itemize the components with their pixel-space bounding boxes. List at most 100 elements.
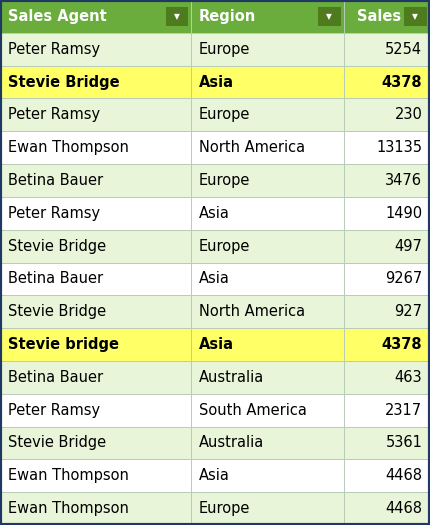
Text: 9267: 9267 bbox=[385, 271, 422, 287]
Bar bbox=[0, 394, 191, 426]
Bar bbox=[191, 394, 344, 426]
Bar bbox=[344, 0, 430, 33]
Bar bbox=[0, 99, 191, 131]
Bar bbox=[344, 328, 430, 361]
Bar bbox=[0, 66, 191, 99]
Bar bbox=[191, 328, 344, 361]
Text: 4468: 4468 bbox=[385, 501, 422, 516]
Bar bbox=[166, 7, 188, 26]
Text: Sales Agent: Sales Agent bbox=[8, 9, 107, 24]
Text: Stevie Bridge: Stevie Bridge bbox=[8, 238, 106, 254]
Text: Asia: Asia bbox=[199, 468, 230, 484]
Bar bbox=[0, 33, 191, 66]
Bar bbox=[344, 164, 430, 197]
Text: 1490: 1490 bbox=[385, 206, 422, 221]
Bar bbox=[344, 295, 430, 328]
Text: Ewan Thompson: Ewan Thompson bbox=[8, 140, 129, 155]
Bar bbox=[191, 131, 344, 164]
Bar bbox=[0, 262, 191, 295]
Text: 497: 497 bbox=[394, 238, 422, 254]
Bar bbox=[344, 394, 430, 426]
Bar bbox=[191, 99, 344, 131]
Bar bbox=[344, 33, 430, 66]
Bar bbox=[0, 230, 191, 262]
Text: Betina Bauer: Betina Bauer bbox=[8, 271, 103, 287]
Text: ▼: ▼ bbox=[412, 12, 418, 21]
Text: 4378: 4378 bbox=[382, 337, 422, 352]
Text: Stevie Bridge: Stevie Bridge bbox=[8, 304, 106, 319]
Bar bbox=[191, 426, 344, 459]
Text: 230: 230 bbox=[394, 107, 422, 122]
Bar bbox=[191, 295, 344, 328]
Text: South America: South America bbox=[199, 403, 307, 418]
Bar bbox=[191, 361, 344, 394]
Text: Betina Bauer: Betina Bauer bbox=[8, 173, 103, 188]
Bar bbox=[344, 459, 430, 492]
Bar bbox=[191, 164, 344, 197]
Text: Ewan Thompson: Ewan Thompson bbox=[8, 468, 129, 484]
Text: North America: North America bbox=[199, 304, 305, 319]
Bar bbox=[0, 197, 191, 230]
Text: Sales: Sales bbox=[357, 9, 401, 24]
Text: 2317: 2317 bbox=[385, 403, 422, 418]
Bar bbox=[318, 7, 341, 26]
Bar bbox=[344, 99, 430, 131]
Text: 13135: 13135 bbox=[376, 140, 422, 155]
Text: 5361: 5361 bbox=[385, 435, 422, 450]
Bar bbox=[344, 262, 430, 295]
Bar bbox=[0, 426, 191, 459]
Text: Europe: Europe bbox=[199, 107, 250, 122]
Bar bbox=[0, 164, 191, 197]
Text: Peter Ramsy: Peter Ramsy bbox=[8, 41, 100, 57]
Text: Europe: Europe bbox=[199, 238, 250, 254]
Text: Ewan Thompson: Ewan Thompson bbox=[8, 501, 129, 516]
Text: 5254: 5254 bbox=[385, 41, 422, 57]
Text: 927: 927 bbox=[394, 304, 422, 319]
Bar bbox=[191, 0, 344, 33]
Text: Peter Ramsy: Peter Ramsy bbox=[8, 403, 100, 418]
Bar bbox=[191, 492, 344, 525]
Text: Asia: Asia bbox=[199, 75, 234, 90]
Text: Australia: Australia bbox=[199, 435, 264, 450]
Bar bbox=[0, 295, 191, 328]
Bar bbox=[0, 131, 191, 164]
Bar bbox=[191, 66, 344, 99]
Text: 4468: 4468 bbox=[385, 468, 422, 484]
Text: ▼: ▼ bbox=[174, 12, 180, 21]
Bar bbox=[191, 197, 344, 230]
Text: 4378: 4378 bbox=[382, 75, 422, 90]
Bar bbox=[344, 426, 430, 459]
Bar bbox=[191, 33, 344, 66]
Text: Stevie Bridge: Stevie Bridge bbox=[8, 435, 106, 450]
Text: Asia: Asia bbox=[199, 271, 230, 287]
Bar bbox=[344, 492, 430, 525]
Text: Stevie Bridge: Stevie Bridge bbox=[8, 75, 120, 90]
Bar bbox=[344, 131, 430, 164]
Bar bbox=[344, 361, 430, 394]
Bar bbox=[344, 230, 430, 262]
Text: 3476: 3476 bbox=[385, 173, 422, 188]
Bar bbox=[0, 492, 191, 525]
Bar bbox=[191, 262, 344, 295]
Text: Region: Region bbox=[199, 9, 256, 24]
Bar bbox=[191, 230, 344, 262]
Text: Peter Ramsy: Peter Ramsy bbox=[8, 107, 100, 122]
Text: Asia: Asia bbox=[199, 206, 230, 221]
Bar bbox=[404, 7, 427, 26]
Text: Australia: Australia bbox=[199, 370, 264, 385]
Text: Asia: Asia bbox=[199, 337, 234, 352]
Bar bbox=[191, 459, 344, 492]
Text: Betina Bauer: Betina Bauer bbox=[8, 370, 103, 385]
Text: ▼: ▼ bbox=[326, 12, 332, 21]
Bar bbox=[0, 459, 191, 492]
Bar bbox=[344, 197, 430, 230]
Bar bbox=[0, 328, 191, 361]
Bar bbox=[0, 0, 191, 33]
Text: 463: 463 bbox=[395, 370, 422, 385]
Bar bbox=[344, 66, 430, 99]
Bar bbox=[0, 361, 191, 394]
Text: Europe: Europe bbox=[199, 41, 250, 57]
Text: Europe: Europe bbox=[199, 501, 250, 516]
Text: North America: North America bbox=[199, 140, 305, 155]
Text: Peter Ramsy: Peter Ramsy bbox=[8, 206, 100, 221]
